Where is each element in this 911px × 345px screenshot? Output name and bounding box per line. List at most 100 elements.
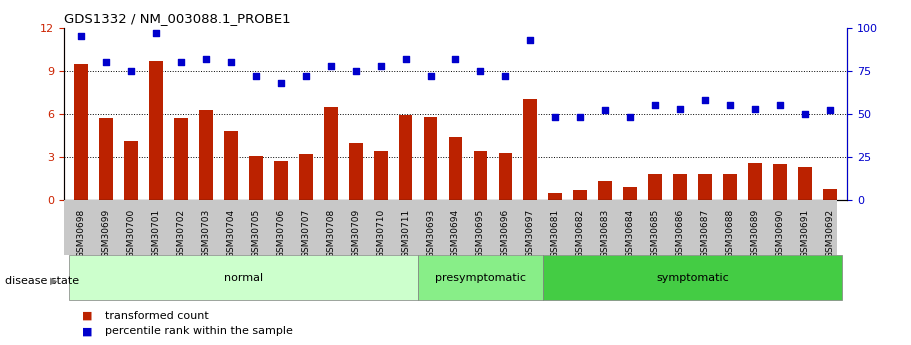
Bar	[543, 255, 843, 300]
Text: GSM30681: GSM30681	[551, 208, 559, 258]
Bar	[548, 193, 562, 200]
Bar	[349, 142, 363, 200]
Point	[598, 108, 612, 113]
Bar	[623, 187, 637, 200]
Point	[124, 68, 138, 73]
Text: GSM30711: GSM30711	[401, 208, 410, 258]
Text: GSM30706: GSM30706	[276, 208, 285, 258]
Text: GSM30696: GSM30696	[501, 208, 510, 258]
Text: GSM30695: GSM30695	[476, 208, 485, 258]
Point	[523, 37, 537, 42]
Text: GSM30704: GSM30704	[227, 208, 235, 257]
Text: GSM30686: GSM30686	[676, 208, 684, 258]
Bar	[174, 118, 188, 200]
Point	[773, 102, 787, 108]
Text: GSM30693: GSM30693	[426, 208, 435, 258]
Text: GSM30694: GSM30694	[451, 208, 460, 257]
Point	[548, 115, 563, 120]
Bar	[773, 164, 787, 200]
Bar	[698, 174, 711, 200]
Point	[473, 68, 487, 73]
Point	[174, 59, 189, 65]
Bar	[274, 161, 288, 200]
Text: GSM30699: GSM30699	[102, 208, 111, 258]
Bar	[124, 141, 138, 200]
Bar	[573, 190, 587, 200]
Text: GSM30688: GSM30688	[725, 208, 734, 258]
Text: symptomatic: symptomatic	[656, 273, 729, 283]
Text: ■: ■	[82, 311, 93, 321]
Point	[273, 80, 288, 86]
Point	[797, 111, 812, 117]
Point	[698, 97, 712, 103]
Bar	[424, 117, 437, 200]
Bar	[599, 181, 612, 200]
Text: GSM30690: GSM30690	[775, 208, 784, 258]
Bar	[299, 154, 312, 200]
Point	[249, 73, 263, 79]
Text: GSM30685: GSM30685	[650, 208, 660, 258]
Text: normal: normal	[224, 273, 263, 283]
Point	[623, 115, 638, 120]
Text: GSM30683: GSM30683	[600, 208, 609, 258]
Point	[224, 59, 239, 65]
Bar	[673, 174, 687, 200]
Bar	[798, 167, 812, 200]
Bar	[75, 63, 88, 200]
Bar	[249, 156, 262, 200]
Text: disease state: disease state	[5, 276, 78, 286]
Point	[299, 73, 313, 79]
Text: GSM30697: GSM30697	[526, 208, 535, 258]
Point	[99, 59, 114, 65]
Text: GSM30691: GSM30691	[800, 208, 809, 258]
Bar	[399, 115, 413, 200]
Text: GSM30702: GSM30702	[177, 208, 186, 257]
Text: GSM30707: GSM30707	[302, 208, 311, 258]
Point	[348, 68, 363, 73]
Text: GSM30689: GSM30689	[751, 208, 760, 258]
Bar	[823, 189, 836, 200]
Point	[672, 106, 687, 111]
Text: GSM30703: GSM30703	[201, 208, 210, 258]
Text: GDS1332 / NM_003088.1_PROBE1: GDS1332 / NM_003088.1_PROBE1	[64, 12, 291, 25]
Bar	[649, 174, 662, 200]
Text: ▶: ▶	[50, 276, 57, 286]
Point	[722, 102, 737, 108]
Text: GSM30692: GSM30692	[825, 208, 834, 257]
Point	[573, 115, 588, 120]
Bar	[200, 110, 213, 200]
Bar	[149, 61, 163, 200]
Bar	[99, 118, 113, 200]
Text: GSM30700: GSM30700	[127, 208, 136, 258]
Point	[823, 108, 837, 113]
Text: GSM30684: GSM30684	[626, 208, 635, 257]
Bar	[474, 151, 487, 200]
Text: GSM30705: GSM30705	[251, 208, 261, 258]
Point	[199, 56, 213, 61]
Point	[398, 56, 413, 61]
Point	[374, 63, 388, 68]
Bar	[324, 107, 338, 200]
Point	[748, 106, 763, 111]
Text: percentile rank within the sample: percentile rank within the sample	[105, 326, 292, 336]
Text: GSM30709: GSM30709	[352, 208, 360, 258]
Text: GSM30708: GSM30708	[326, 208, 335, 258]
Text: transformed count: transformed count	[105, 311, 209, 321]
Text: GSM30687: GSM30687	[701, 208, 710, 258]
Text: GSM30698: GSM30698	[77, 208, 86, 258]
Text: ■: ■	[82, 326, 93, 336]
Bar	[723, 174, 737, 200]
Bar	[524, 99, 537, 200]
Point	[323, 63, 338, 68]
Bar	[498, 152, 512, 200]
Bar	[224, 131, 238, 200]
Text: GSM30701: GSM30701	[151, 208, 160, 258]
Bar	[374, 151, 387, 200]
Bar	[448, 137, 463, 200]
Text: presymptomatic: presymptomatic	[435, 273, 526, 283]
Point	[648, 102, 662, 108]
Point	[148, 30, 163, 36]
Point	[424, 73, 438, 79]
Point	[448, 56, 463, 61]
Text: GSM30682: GSM30682	[576, 208, 585, 257]
